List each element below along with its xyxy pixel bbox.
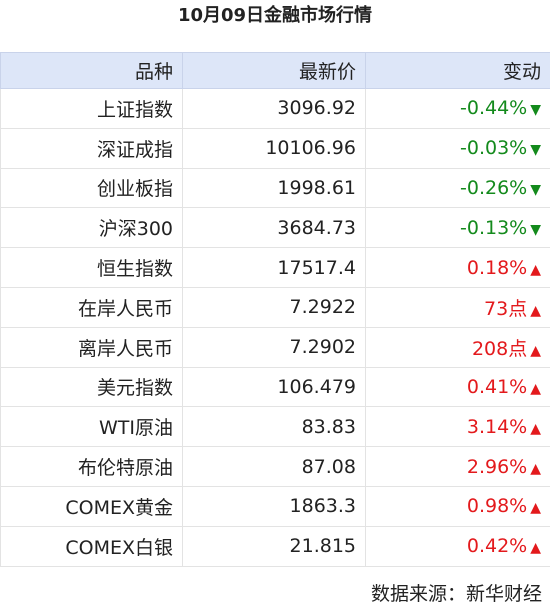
change-arrow: ▲ xyxy=(530,460,541,477)
change-arrow: ▲ xyxy=(530,500,541,517)
change-value: 208点 xyxy=(471,337,528,360)
header-row: 品种 最新价 变动 xyxy=(0,52,550,89)
change-value: -0.44% xyxy=(460,97,528,120)
change-arrow: ▲ xyxy=(530,420,541,437)
change-value: 0.98% xyxy=(466,495,528,518)
change-cell: 208点 ▲ xyxy=(365,326,550,368)
instrument-name: 美元指数 xyxy=(0,366,183,408)
instrument-name: 上证指数 xyxy=(0,88,183,129)
latest-price: 17517.4 xyxy=(182,247,366,288)
instrument-name: 布伦特原油 xyxy=(0,446,183,487)
latest-price: 7.2902 xyxy=(182,326,366,368)
instrument-name: COMEX黄金 xyxy=(0,485,183,527)
table-row: 沪深300 3684.73 -0.13% ▼ xyxy=(0,207,550,249)
change-value: 3.14% xyxy=(466,415,528,438)
change-cell: -0.44% ▼ xyxy=(365,88,550,129)
latest-price: 1863.3 xyxy=(182,485,366,527)
change-arrow: ▲ xyxy=(530,261,541,278)
column-header: 最新价 xyxy=(182,52,366,89)
change-arrow: ▲ xyxy=(530,342,541,359)
change-value: -0.03% xyxy=(460,137,528,160)
column-header: 变动 xyxy=(365,52,550,89)
latest-price: 3684.73 xyxy=(182,207,366,249)
instrument-name: 沪深300 xyxy=(0,207,183,249)
latest-price: 87.08 xyxy=(182,446,366,487)
change-arrow: ▲ xyxy=(530,302,541,319)
change-cell: -0.13% ▼ xyxy=(365,207,550,249)
change-value: 0.41% xyxy=(466,375,528,398)
instrument-name: 深证成指 xyxy=(0,127,183,169)
title: 10月09日金融市场行情 xyxy=(177,5,373,26)
change-cell: 2.96% ▲ xyxy=(365,446,550,487)
column-header: 品种 xyxy=(0,52,183,89)
change-arrow: ▼ xyxy=(530,181,541,198)
change-arrow: ▲ xyxy=(530,540,541,557)
table-row: 上证指数 3096.92 -0.44% ▼ xyxy=(0,88,550,129)
change-cell: 0.42% ▲ xyxy=(365,525,550,567)
change-cell: -0.03% ▼ xyxy=(365,127,550,169)
table-row: 离岸人民币 7.2902 208点 ▲ xyxy=(0,326,550,368)
instrument-name: WTI原油 xyxy=(0,406,183,448)
change-value: 2.96% xyxy=(466,455,528,478)
change-value: -0.13% xyxy=(460,216,528,239)
table-row: 深证成指 10106.96 -0.03% ▼ xyxy=(0,127,550,169)
change-value: -0.26% xyxy=(460,176,528,199)
table-row: 恒生指数 17517.4 0.18% ▲ xyxy=(0,247,550,288)
latest-price: 3096.92 xyxy=(182,88,366,129)
source-note: 数据来源：新华财经 xyxy=(370,583,542,605)
change-arrow: ▼ xyxy=(530,142,541,159)
instrument-name: 在岸人民币 xyxy=(0,286,183,328)
latest-price: 106.479 xyxy=(182,366,366,408)
change-cell: 3.14% ▲ xyxy=(365,406,550,448)
table-row: 创业板指 1998.61 -0.26% ▼ xyxy=(0,167,550,209)
table-row: COMEX黄金 1863.3 0.98% ▲ xyxy=(0,485,550,527)
latest-price: 83.83 xyxy=(182,406,366,448)
latest-price: 1998.61 xyxy=(182,167,366,209)
instrument-name: 恒生指数 xyxy=(0,247,183,288)
latest-price: 10106.96 xyxy=(182,127,366,169)
instrument-name: 创业板指 xyxy=(0,167,183,209)
change-cell: 0.18% ▲ xyxy=(365,247,550,288)
latest-price: 21.815 xyxy=(182,525,366,567)
market-table: 品种 最新价 变动 上证指数 3096.92 -0.44% ▼ 深证成指 10106.96 -0… xyxy=(0,52,550,567)
table-row: 在岸人民币 7.2922 73点 ▲ xyxy=(0,286,550,328)
instrument-name: COMEX白银 xyxy=(0,525,183,567)
change-arrow: ▼ xyxy=(530,102,541,119)
table-row: 布伦特原油 87.08 2.96% ▲ xyxy=(0,446,550,487)
table-row: WTI原油 83.83 3.14% ▲ xyxy=(0,406,550,448)
change-value: 73点 xyxy=(484,297,528,320)
table-row: COMEX白银 21.815 0.42% ▲ xyxy=(0,525,550,567)
latest-price: 7.2922 xyxy=(182,286,366,328)
change-cell: 0.41% ▲ xyxy=(365,366,550,408)
change-arrow: ▲ xyxy=(530,380,541,397)
change-arrow: ▼ xyxy=(530,221,541,238)
table-row: 美元指数 106.479 0.41% ▲ xyxy=(0,366,550,408)
change-cell: 73点 ▲ xyxy=(365,286,550,328)
change-value: 0.42% xyxy=(466,535,528,558)
change-cell: -0.26% ▼ xyxy=(365,167,550,209)
instrument-name: 离岸人民币 xyxy=(0,326,183,368)
change-cell: 0.98% ▲ xyxy=(365,485,550,527)
change-value: 0.18% xyxy=(466,256,528,279)
